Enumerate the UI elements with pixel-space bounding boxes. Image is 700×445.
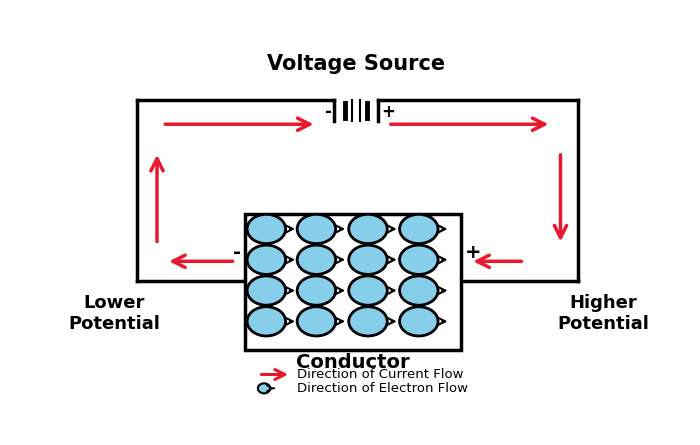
Text: Higher
Potential: Higher Potential — [558, 294, 650, 333]
Ellipse shape — [297, 307, 336, 336]
Bar — [245, 214, 461, 350]
Ellipse shape — [247, 214, 286, 243]
Text: Direction of Electron Flow: Direction of Electron Flow — [297, 382, 468, 395]
Ellipse shape — [247, 307, 286, 336]
Ellipse shape — [247, 276, 286, 305]
Ellipse shape — [258, 383, 270, 393]
Text: Lower
Potential: Lower Potential — [68, 294, 160, 333]
Ellipse shape — [349, 307, 387, 336]
Ellipse shape — [297, 245, 336, 275]
Ellipse shape — [400, 245, 438, 275]
Ellipse shape — [297, 214, 336, 243]
Ellipse shape — [297, 276, 336, 305]
Text: Conductor: Conductor — [296, 353, 409, 372]
Text: Direction of Current Flow: Direction of Current Flow — [297, 368, 463, 381]
Ellipse shape — [400, 307, 438, 336]
Ellipse shape — [400, 214, 438, 243]
Text: -: - — [233, 243, 241, 262]
Text: +: + — [465, 243, 482, 262]
Ellipse shape — [247, 245, 286, 275]
Ellipse shape — [349, 276, 387, 305]
Text: -: - — [324, 103, 331, 121]
Text: Voltage Source: Voltage Source — [267, 54, 445, 74]
Ellipse shape — [349, 245, 387, 275]
Ellipse shape — [400, 276, 438, 305]
Ellipse shape — [349, 214, 387, 243]
Text: +: + — [381, 103, 395, 121]
